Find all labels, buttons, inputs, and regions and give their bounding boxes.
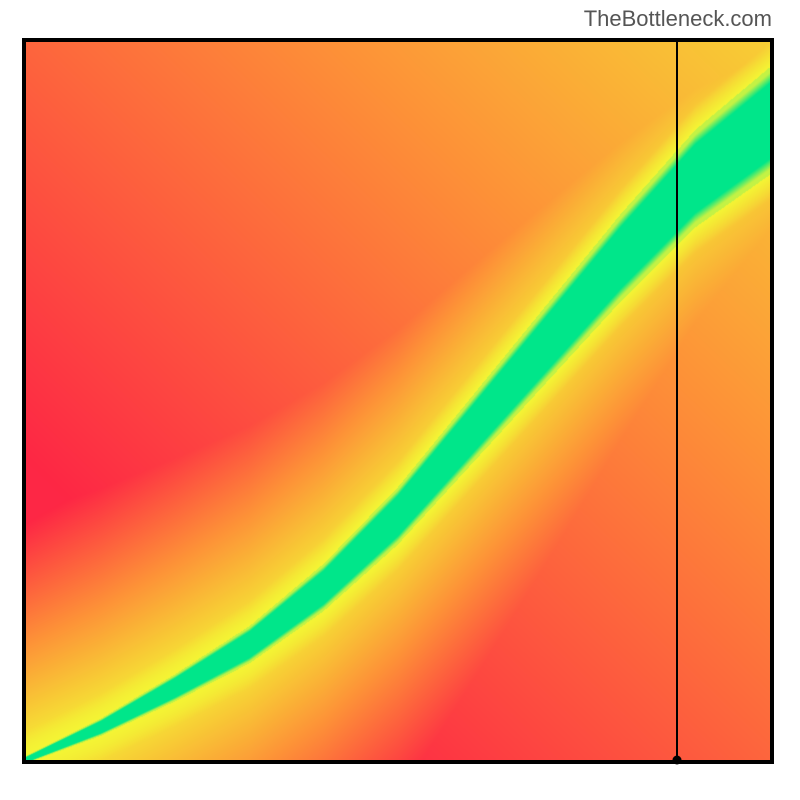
heatmap-canvas	[22, 38, 774, 764]
plot-area	[22, 38, 774, 764]
plot-border-left	[22, 38, 26, 764]
x-marker-line	[676, 42, 677, 760]
plot-border-bottom	[22, 760, 774, 764]
plot-border-top	[22, 38, 774, 42]
plot-border-right	[770, 38, 774, 764]
x-marker-dot	[673, 756, 682, 765]
watermark-text: TheBottleneck.com	[584, 6, 772, 32]
